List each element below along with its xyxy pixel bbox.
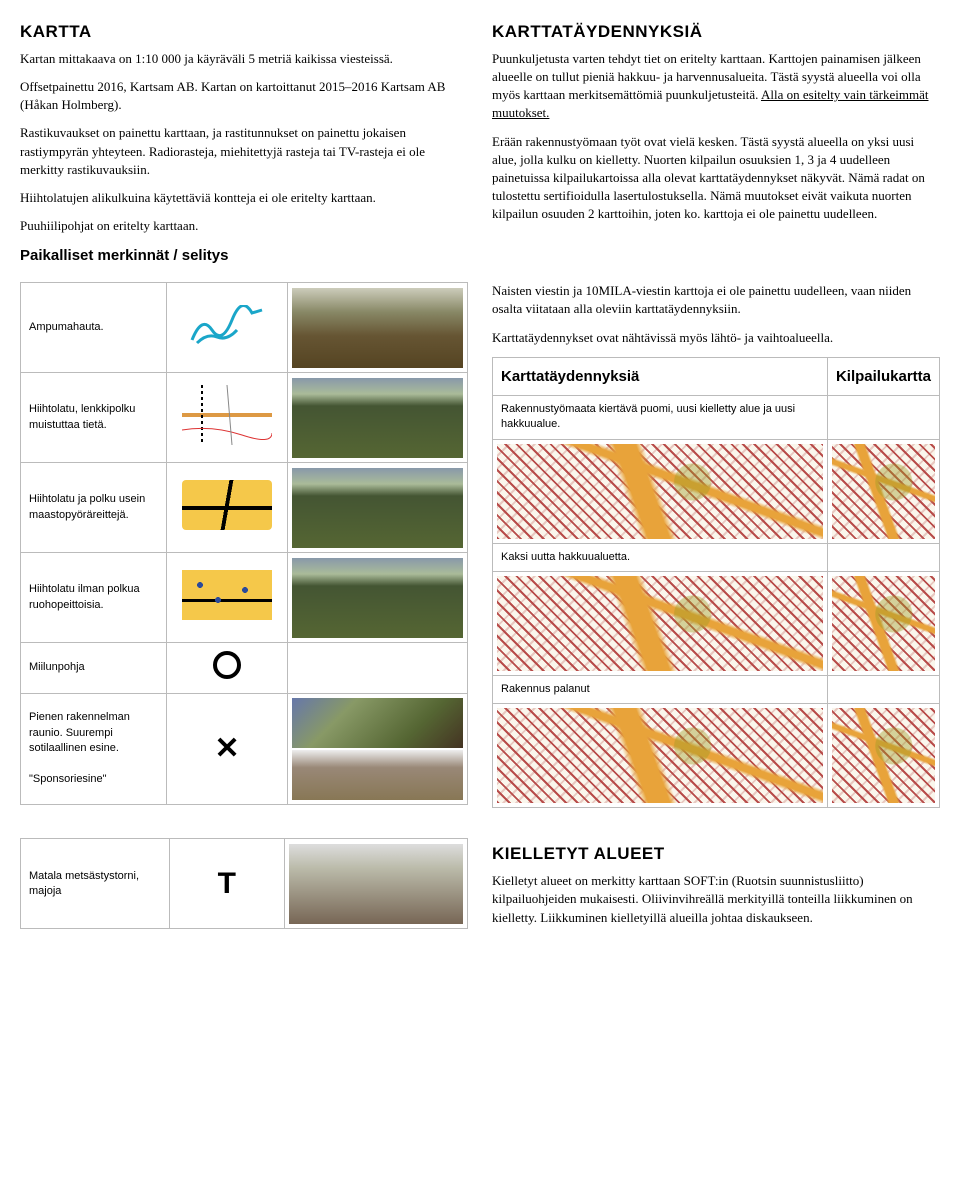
legend-symbol-squiggle — [167, 283, 287, 373]
circle-icon — [213, 651, 241, 679]
legend-table-bottom: Matala metsästystorni, majoja T — [20, 838, 468, 929]
t-icon: T — [218, 867, 236, 900]
corr-row-2: Kaksi uutta hakkuualuetta. — [493, 543, 940, 571]
corr-row-3: Rakennus palanut — [493, 676, 940, 704]
map-thumb-icon — [832, 708, 935, 803]
map-thumb-icon — [832, 576, 935, 671]
legend-symbol-t: T — [170, 839, 285, 929]
map-thumb-icon — [497, 444, 823, 539]
tayd-p2: Erään rakennustyömaan työt ovat vielä ke… — [492, 133, 940, 224]
kartta-p5: Puuhiilipohjat on eritelty karttaan. — [20, 217, 468, 235]
map-thumb-icon — [832, 444, 935, 539]
right-column: KARTTATÄYDENNYKSIÄ Puunkuljetusta varten… — [492, 20, 940, 270]
legend-photo — [287, 373, 467, 463]
bottom-columns: Matala metsästystorni, majoja T KIELLETY… — [20, 826, 940, 936]
corr-desc-3: Rakennus palanut — [493, 676, 828, 704]
photo-bike-trail — [292, 468, 463, 548]
corr-map-1b — [827, 439, 939, 543]
legend-row-hiihtolatu-lenkki: Hiihtolatu, lenkkipolku muistuttaa tietä… — [21, 373, 468, 463]
heading-kielletyt: KIELLETYT ALUEET — [492, 842, 940, 866]
photo-ruin — [292, 750, 463, 800]
legend-label: Ampumahauta. — [21, 283, 167, 373]
map-thumb-icon — [497, 576, 823, 671]
corr-row-1-maps — [493, 439, 940, 543]
x-icon: ✕ — [215, 732, 240, 765]
legend-label: Hiihtolatu ilman polkua ruohopeittoisia. — [21, 553, 167, 643]
kielletyt-p1: Kielletyt alueet on merkitty karttaan SO… — [492, 872, 940, 927]
corr-map-2b — [827, 572, 939, 676]
corrections-table: Karttatäydennyksiä Kilpailukartta Rakenn… — [492, 357, 940, 809]
legend-table: Ampumahauta. Hiihtolatu, lenkkipolku mui… — [20, 282, 468, 804]
legend-symbol-yellow-track — [167, 463, 287, 553]
legend-symbol-circle — [167, 643, 287, 693]
photo-hide — [289, 844, 463, 924]
corr-map-3b — [827, 704, 939, 808]
corr-row-1: Rakennustyömaata kiertävä puomi, uusi ki… — [493, 395, 940, 439]
squiggle-icon — [187, 305, 267, 345]
legend-photo — [284, 839, 467, 929]
mid-columns: Ampumahauta. Hiihtolatu, lenkkipolku mui… — [20, 270, 940, 808]
legend-label: Miilunpohja — [21, 643, 167, 693]
kartta-p4: Hiihtolatujen alikulkuina käytettäviä ko… — [20, 189, 468, 207]
corr-map-3a — [493, 704, 828, 808]
photo-grass-trail — [292, 558, 463, 638]
legend-row-hiihtolatu-ilman: Hiihtolatu ilman polkua ruohopeittoisia. — [21, 553, 468, 643]
yellow-grass-icon — [182, 570, 272, 620]
map-thumb-icon — [497, 708, 823, 803]
corr-row-3-maps — [493, 704, 940, 808]
kartta-p1: Kartan mittakaava on 1:10 000 ja käyrävä… — [20, 50, 468, 68]
legend-column: Ampumahauta. Hiihtolatu, lenkkipolku mui… — [20, 270, 468, 808]
corrections-header-row: Karttatäydennyksiä Kilpailukartta — [493, 357, 940, 395]
legend-photo — [287, 693, 467, 804]
corr-map-2a — [493, 572, 828, 676]
tayd-p1: Puunkuljetusta varten tehdyt tiet on eri… — [492, 50, 940, 123]
tayd-p3: Naisten viestin ja 10MILA-viestin kartto… — [492, 282, 940, 318]
yellow-track-icon — [182, 480, 272, 530]
corr-desc-1: Rakennustyömaata kiertävä puomi, uusi ki… — [493, 395, 828, 439]
kartta-p3: Rastikuvaukset on painettu karttaan, ja … — [20, 124, 468, 179]
photo-tank — [292, 698, 463, 748]
legend-row-miilunpohja: Miilunpohja — [21, 643, 468, 693]
legend-photo — [287, 283, 467, 373]
corr-header-2: Kilpailukartta — [827, 357, 939, 395]
legend-photo — [287, 463, 467, 553]
corr-row-2-maps — [493, 572, 940, 676]
photo-trench — [292, 288, 463, 368]
legend-row-raunio: Pienen rakennelman raunio. Suurempi soti… — [21, 693, 468, 804]
legend-photo-empty — [287, 643, 467, 693]
corr-desc-2: Kaksi uutta hakkuualuetta. — [493, 543, 828, 571]
legend-row-torni: Matala metsästystorni, majoja T — [21, 839, 468, 929]
legend-label: Pienen rakennelman raunio. Suurempi soti… — [21, 693, 167, 804]
corrections-column: Naisten viestin ja 10MILA-viestin kartto… — [492, 270, 940, 808]
trail-map-icon — [182, 385, 272, 445]
photo-forest-path — [292, 378, 463, 458]
legend-symbol-trail-map — [167, 373, 287, 463]
tayd-p4: Karttatäydennykset ovat nähtävissä myös … — [492, 329, 940, 347]
top-columns: KARTTA Kartan mittakaava on 1:10 000 ja … — [20, 20, 940, 270]
legend-row-hiihtolatu-polku: Hiihtolatu ja polku usein maastopyörärei… — [21, 463, 468, 553]
left-column: KARTTA Kartan mittakaava on 1:10 000 ja … — [20, 20, 468, 270]
legend-label: Hiihtolatu, lenkkipolku muistuttaa tietä… — [21, 373, 167, 463]
heading-karttataydennyksia: KARTTATÄYDENNYKSIÄ — [492, 20, 940, 44]
bottom-left: Matala metsästystorni, majoja T — [20, 826, 468, 936]
heading-kartta: KARTTA — [20, 20, 468, 44]
bottom-right: KIELLETYT ALUEET Kielletyt alueet on mer… — [492, 826, 940, 936]
legend-photo — [287, 553, 467, 643]
legend-label: Matala metsästystorni, majoja — [21, 839, 170, 929]
kartta-p2: Offsetpainettu 2016, Kartsam AB. Kartan … — [20, 78, 468, 114]
legend-symbol-x: ✕ — [167, 693, 287, 804]
heading-paikalliset: Paikalliset merkinnät / selitys — [20, 245, 468, 266]
legend-label: Hiihtolatu ja polku usein maastopyörärei… — [21, 463, 167, 553]
corr-map-1a — [493, 439, 828, 543]
corr-header-1: Karttatäydennyksiä — [493, 357, 828, 395]
legend-symbol-yellow-grass — [167, 553, 287, 643]
legend-row-ampumahauta: Ampumahauta. — [21, 283, 468, 373]
